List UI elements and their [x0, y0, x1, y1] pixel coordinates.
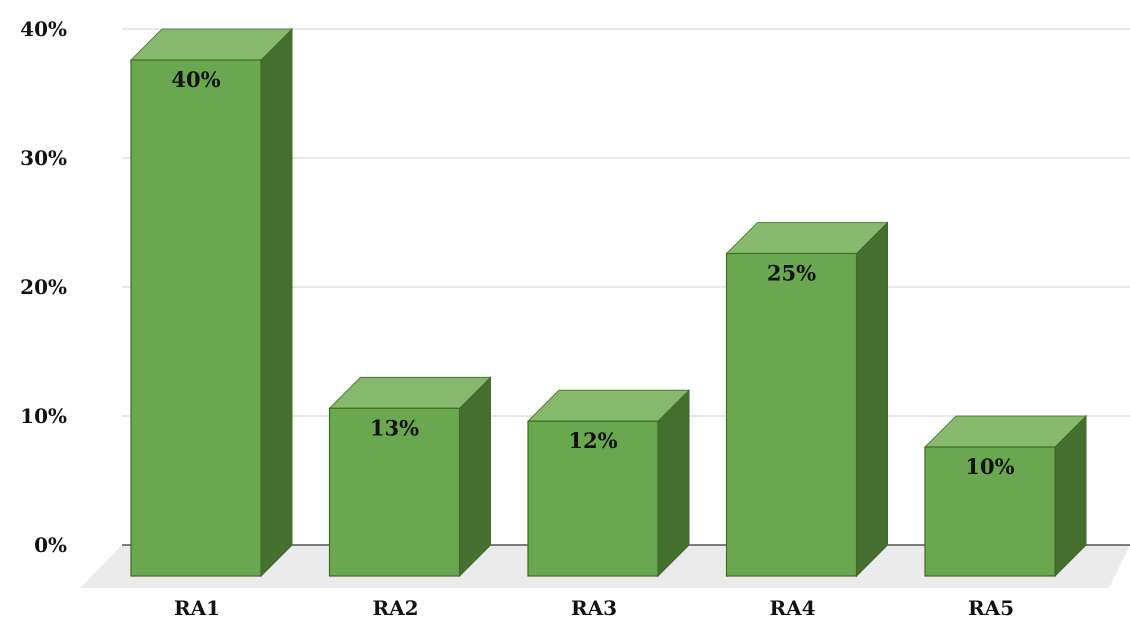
bars — [130, 27, 1087, 578]
bar-ra5 — [924, 414, 1087, 578]
y-tick-label: 0% — [34, 533, 67, 557]
x-tick-label: RA4 — [769, 596, 815, 619]
data-labels: 40% 13% 12% 25% 10% — [171, 67, 1014, 479]
data-label: 40% — [171, 67, 220, 92]
bar-front — [725, 252, 858, 577]
x-axis: RA1 RA2 RA3 RA4 RA5 — [174, 596, 1014, 619]
bar-ra1 — [130, 27, 293, 578]
y-axis: 0% 10% 20% 30% 40% — [20, 17, 67, 557]
bar-ra2 — [328, 376, 492, 578]
data-label: 10% — [965, 454, 1014, 479]
x-tick-label: RA2 — [372, 596, 418, 619]
bar-front — [527, 420, 659, 577]
y-tick-label: 20% — [20, 275, 67, 299]
bar-side — [459, 376, 491, 578]
bar-ra3 — [527, 388, 690, 578]
bar-side — [657, 388, 690, 578]
x-tick-label: RA5 — [968, 596, 1014, 619]
y-tick-label: 10% — [20, 404, 67, 428]
bar-side — [260, 27, 293, 578]
x-tick-label: RA1 — [174, 596, 220, 619]
x-tick-label: RA3 — [571, 596, 617, 619]
data-label: 25% — [767, 261, 816, 286]
data-label: 13% — [370, 415, 419, 440]
bar-front — [130, 59, 262, 577]
data-label: 12% — [568, 428, 617, 453]
bar-front — [328, 407, 461, 577]
y-tick-label: 30% — [20, 146, 67, 170]
bar-ra4 — [725, 221, 889, 578]
bar-front — [924, 446, 1056, 577]
y-tick-label: 40% — [20, 17, 67, 41]
bar-side — [856, 221, 888, 578]
